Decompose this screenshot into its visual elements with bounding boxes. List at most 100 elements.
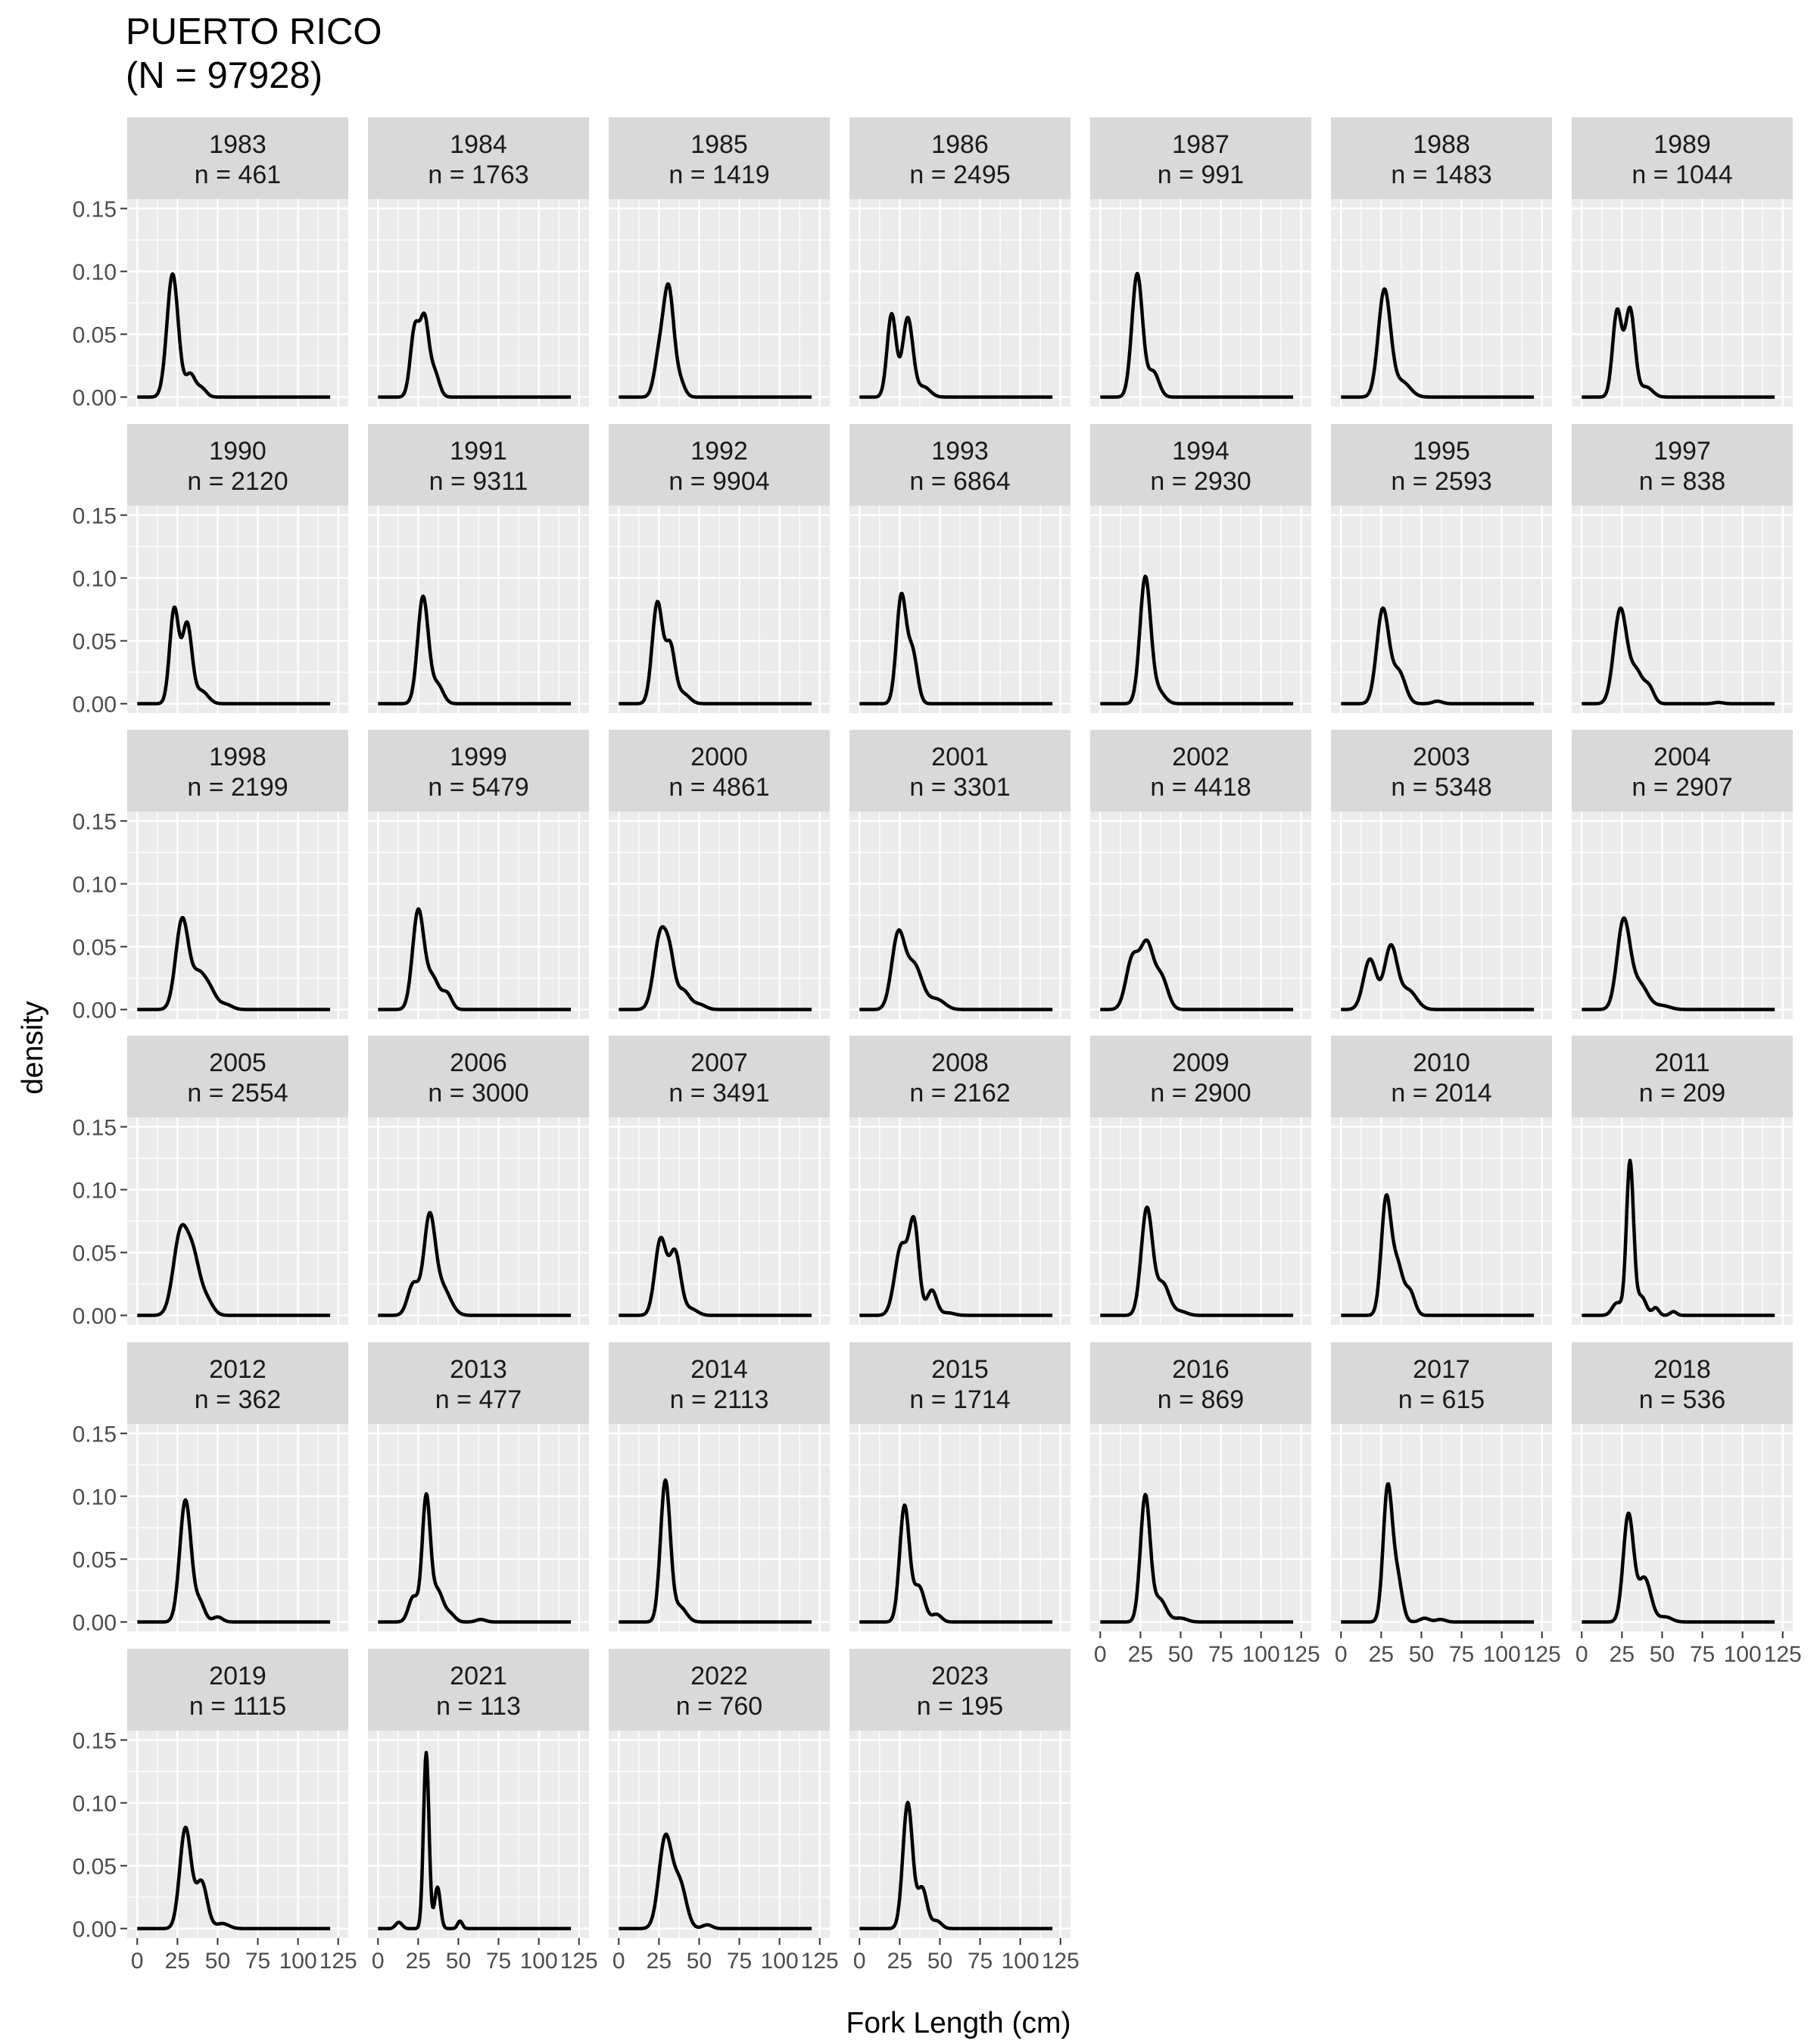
facet-count-label: n = 2930 bbox=[1150, 467, 1251, 496]
y-tick-label: 0.00 bbox=[73, 1304, 117, 1329]
x-tick-label: 125 bbox=[1042, 1949, 1080, 1974]
x-tick-label: 50 bbox=[1650, 1642, 1675, 1667]
x-tick-label: 50 bbox=[927, 1949, 952, 1974]
facet-count-label: n = 5479 bbox=[428, 773, 528, 802]
density-curve bbox=[859, 1503, 1054, 1624]
facet-count-label: n = 3491 bbox=[669, 1079, 769, 1108]
density-curve bbox=[1099, 1492, 1295, 1624]
x-tick-label: 50 bbox=[1409, 1642, 1434, 1667]
y-tick-label: 0.10 bbox=[73, 1791, 117, 1816]
y-tick-label: 0.10 bbox=[73, 566, 117, 591]
facet-year-label: 1984 bbox=[450, 130, 507, 159]
x-tick-label: 125 bbox=[560, 1949, 598, 1974]
density-curve bbox=[377, 1491, 572, 1624]
facet-count-label: n = 838 bbox=[1639, 467, 1725, 496]
facet-count-label: n = 2162 bbox=[909, 1079, 1010, 1108]
facet-year-label: 2013 bbox=[450, 1355, 507, 1384]
chart-subtitle: (N = 97928) bbox=[126, 55, 323, 96]
density-curve bbox=[859, 1214, 1054, 1317]
x-tick-label: 0 bbox=[1575, 1642, 1588, 1667]
x-tick-label: 125 bbox=[801, 1949, 839, 1974]
facet-strip bbox=[1090, 424, 1311, 506]
facet-year-label: 2016 bbox=[1172, 1355, 1230, 1384]
x-tick-label: 75 bbox=[486, 1949, 511, 1974]
x-tick-label: 25 bbox=[647, 1949, 672, 1974]
density-curve bbox=[377, 594, 572, 706]
x-tick-label: 25 bbox=[1369, 1642, 1394, 1667]
facet-strip bbox=[127, 117, 348, 199]
density-curve bbox=[1340, 287, 1535, 399]
x-tick-label: 50 bbox=[205, 1949, 230, 1974]
facet-strip bbox=[849, 1036, 1071, 1117]
x-tick-label: 0 bbox=[1335, 1642, 1348, 1667]
facet-strip bbox=[849, 1342, 1071, 1424]
x-tick-label: 25 bbox=[1610, 1642, 1635, 1667]
x-tick-label: 0 bbox=[853, 1949, 866, 1974]
facet-strip bbox=[609, 424, 830, 506]
facet-strip bbox=[127, 730, 348, 812]
facet-strip bbox=[1331, 1342, 1552, 1424]
x-tick-label: 50 bbox=[1168, 1642, 1193, 1667]
facet-count-label: n = 1115 bbox=[189, 1692, 286, 1721]
density-curve bbox=[859, 928, 1054, 1011]
facet-year-label: 1991 bbox=[450, 437, 507, 466]
facet-strip bbox=[1572, 1342, 1793, 1424]
density-curve bbox=[136, 1497, 332, 1624]
density-curve bbox=[618, 600, 813, 706]
facet-strip bbox=[127, 1342, 348, 1424]
density-curve bbox=[1099, 271, 1295, 399]
density-curve bbox=[618, 1235, 813, 1317]
facet-year-label: 2010 bbox=[1413, 1048, 1470, 1077]
x-tick-label: 100 bbox=[1242, 1642, 1280, 1667]
facet-year-label: 2004 bbox=[1653, 743, 1711, 771]
y-tick-label: 0.00 bbox=[73, 1611, 117, 1636]
density-curve bbox=[618, 925, 813, 1011]
y-tick-label: 0.05 bbox=[73, 323, 117, 348]
density-curve bbox=[377, 907, 572, 1011]
facet-year-label: 2012 bbox=[209, 1355, 266, 1384]
x-tick-label: 125 bbox=[1282, 1642, 1320, 1667]
x-tick-label: 0 bbox=[1094, 1642, 1107, 1667]
x-tick-label: 25 bbox=[887, 1949, 912, 1974]
facet-count-label: n = 1044 bbox=[1632, 160, 1732, 189]
facet-strip bbox=[368, 1649, 589, 1731]
x-tick-label: 50 bbox=[687, 1949, 712, 1974]
facet-count-label: n = 2495 bbox=[909, 160, 1010, 189]
facet-strip bbox=[849, 730, 1071, 812]
y-tick-label: 0.05 bbox=[73, 630, 117, 655]
facet-year-label: 1994 bbox=[1172, 437, 1230, 466]
facet-year-label: 1983 bbox=[209, 130, 266, 159]
facet-year-label: 1990 bbox=[209, 437, 266, 466]
facet-count-label: n = 1483 bbox=[1391, 160, 1491, 189]
x-tick-label: 100 bbox=[1724, 1642, 1762, 1667]
facet-year-label: 2017 bbox=[1413, 1355, 1470, 1384]
facet-year-label: 1999 bbox=[450, 743, 507, 771]
density-curve bbox=[377, 1211, 572, 1317]
x-axis-label: Fork Length (cm) bbox=[846, 2007, 1071, 2039]
density-curve bbox=[1099, 938, 1295, 1011]
facet-count-label: n = 2554 bbox=[187, 1079, 288, 1108]
y-tick-label: 0.15 bbox=[73, 1422, 117, 1447]
facet-year-label: 1985 bbox=[690, 130, 748, 159]
facet-strip bbox=[849, 424, 1071, 506]
facet-year-label: 2019 bbox=[209, 1662, 266, 1690]
facet-count-label: n = 5348 bbox=[1391, 773, 1491, 802]
x-tick-label: 125 bbox=[319, 1949, 357, 1974]
facet-count-label: n = 3301 bbox=[909, 773, 1010, 802]
facet-strip bbox=[127, 424, 348, 506]
x-tick-label: 125 bbox=[1764, 1642, 1802, 1667]
facet-year-label: 2023 bbox=[931, 1662, 989, 1690]
facet-strip bbox=[1572, 117, 1793, 199]
facet-year-label: 2011 bbox=[1654, 1048, 1709, 1077]
facet-strip bbox=[368, 730, 589, 812]
facet-year-label: 2000 bbox=[690, 743, 748, 771]
y-tick-label: 0.15 bbox=[73, 1115, 117, 1140]
density-curve bbox=[1581, 305, 1776, 399]
density-curve bbox=[1099, 574, 1295, 706]
facet-year-label: 2007 bbox=[690, 1048, 748, 1077]
y-tick-label: 0.10 bbox=[73, 1178, 117, 1203]
facet-count-label: n = 461 bbox=[195, 160, 281, 189]
x-tick-label: 75 bbox=[1690, 1642, 1715, 1667]
facet-count-label: n = 2120 bbox=[187, 467, 288, 496]
facet-count-label: n = 2014 bbox=[1391, 1079, 1491, 1108]
